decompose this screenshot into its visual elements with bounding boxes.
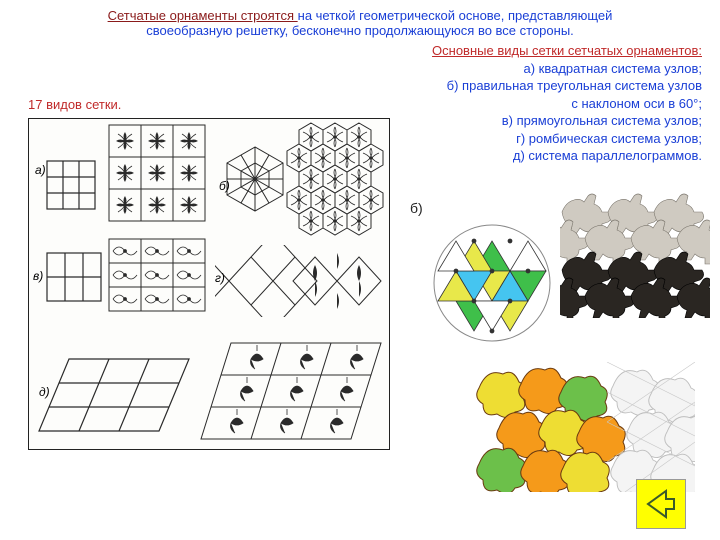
- rect-grid-icon: [33, 239, 105, 311]
- header-link[interactable]: Сетчатые орнаменты строятся: [108, 8, 298, 23]
- hex-ornament: [285, 121, 385, 237]
- label-g: г): [215, 271, 225, 285]
- rhomb-grid: [215, 245, 383, 317]
- grid-type-b1: б) правильная треугольная система узлов: [18, 77, 702, 95]
- rect-ornament: [107, 237, 209, 317]
- grid-type-a: а) квадратная система узлов;: [18, 60, 702, 78]
- b-label-outer: б): [410, 200, 423, 216]
- square-ornament: [107, 123, 209, 225]
- label-b: б): [219, 179, 230, 193]
- label-a: а): [35, 163, 46, 177]
- grid-types-title: Основные виды сетки сетчатых орнаментов:: [18, 42, 702, 60]
- horsemen-tessellation: [560, 188, 710, 318]
- main-diagram: а): [28, 118, 390, 450]
- tri-grid-icon: [219, 123, 291, 223]
- seventeen-label: 17 видов сетки.: [28, 97, 121, 112]
- arrow-left-icon: [644, 487, 678, 521]
- header-text1: на четкой геометрической основе, предста…: [298, 8, 613, 23]
- para-ornament: [197, 337, 385, 445]
- label-v: в): [33, 269, 43, 283]
- label-d: д): [39, 385, 50, 399]
- header-text2: своеобразную решетку, бесконечно продолж…: [146, 23, 574, 38]
- nav-back-button[interactable]: [636, 479, 686, 529]
- para-grid-icon: [33, 349, 193, 441]
- colorful-tessellation: [475, 362, 695, 492]
- colored-triangle-circle: [432, 223, 552, 343]
